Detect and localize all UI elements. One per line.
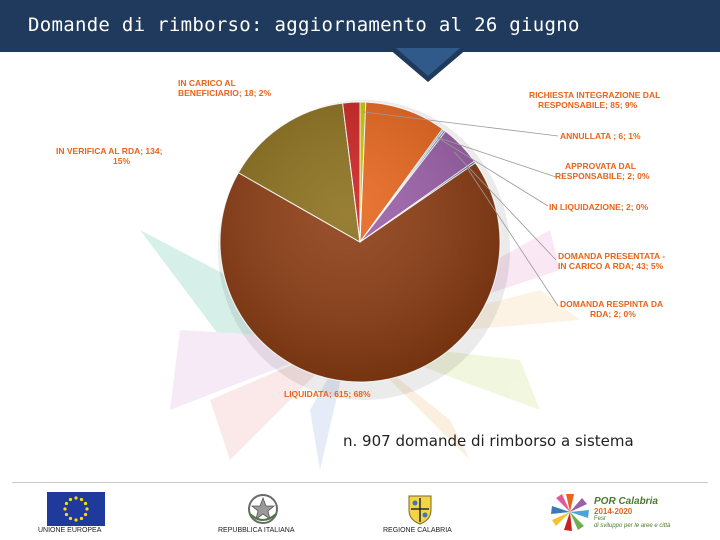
calabria-crest-icon	[408, 495, 432, 525]
leader-line	[438, 138, 549, 207]
label-line: ANNULLATA ; 6; 1%	[560, 131, 641, 141]
por-name: POR Calabria	[594, 496, 658, 507]
label-line: DOMANDA PRESENTATA -	[558, 251, 666, 261]
por-line2: di sviluppo per le aree e città	[594, 523, 671, 529]
label-in-verifica: IN VERIFICA AL RDA; 134; 15%	[56, 146, 162, 166]
eu-star	[64, 501, 69, 506]
eu-star	[79, 497, 84, 502]
italian-republic-caption: REPUBBLICA ITALIANA	[218, 527, 295, 534]
title-bar: Domande di rimborso: aggiornamento al 26…	[0, 0, 720, 52]
footer-divider	[12, 482, 708, 483]
italian-emblem-icon	[248, 494, 278, 524]
eu-star	[74, 496, 78, 500]
label-approvata: APPROVATA DAL RESPONSABILE; 2; 0%	[555, 161, 649, 181]
label-annullata: ANNULLATA ; 6; 1%	[560, 131, 641, 141]
label-in-liquidazione: IN LIQUIDAZIONE; 2; 0%	[549, 202, 648, 212]
eu-star	[83, 501, 88, 506]
label-line: RESPONSABILE; 85; 9%	[538, 100, 638, 110]
leader-line	[437, 136, 557, 178]
label-line: RICHIESTA INTEGRAZIONE DAL	[529, 90, 661, 100]
label-line: LIQUIDATA; 615; 68%	[284, 389, 371, 399]
eu-star	[68, 516, 73, 521]
label-liquidata: LIQUIDATA; 615; 68%	[284, 389, 371, 399]
leader-line	[466, 167, 559, 307]
calabria-caption: REGIONE CALABRIA	[383, 527, 452, 534]
header-notch-decoration	[388, 48, 468, 82]
label-line: IN VERIFICA AL RDA; 134;	[56, 146, 163, 156]
por-line1: Fesr	[594, 516, 606, 522]
label-in-carico-beneficiario: IN CARICO AL BENEFICIARIO; 18; 2%	[178, 78, 271, 98]
label-domanda-presentata: DOMANDA PRESENTATA - IN CARICO A RDA; 43…	[558, 251, 665, 271]
total-summary: n. 907 domande di rimborso a sistema	[343, 432, 634, 450]
label-line: 15%	[113, 156, 131, 166]
label-line: IN LIQUIDAZIONE; 2; 0%	[549, 202, 649, 212]
label-line: BENEFICIARIO; 18; 2%	[178, 88, 272, 98]
label-domanda-respinta: DOMANDA RESPINTA DA RDA; 2; 0%	[560, 299, 663, 319]
label-line: DOMANDA RESPINTA DA	[560, 299, 664, 309]
leader-lines	[362, 111, 559, 307]
eu-star	[79, 516, 84, 521]
eu-star	[83, 512, 88, 517]
eu-caption: UNIONE EUROPEA	[38, 527, 102, 534]
label-richiesta-integrazione: RICHIESTA INTEGRAZIONE DAL RESPONSABILE;…	[529, 90, 660, 110]
eu-star	[63, 507, 67, 511]
label-line: RDA; 2; 0%	[590, 309, 636, 319]
eu-star	[85, 507, 89, 511]
por-years: 2014-2020	[594, 507, 633, 516]
label-line: IN CARICO AL	[178, 78, 236, 88]
eu-star	[68, 497, 73, 502]
label-line: RESPONSABILE; 2; 0%	[555, 171, 650, 181]
label-line: IN CARICO A RDA; 43; 5%	[558, 261, 664, 271]
label-line: APPROVATA DAL	[565, 161, 636, 171]
page-title: Domande di rimborso: aggiornamento al 26…	[28, 14, 580, 36]
por-calabria-logo-icon	[551, 494, 589, 531]
eu-star	[74, 518, 78, 522]
leader-line	[453, 151, 557, 261]
eu-star	[64, 512, 69, 517]
eu-flag-icon	[47, 492, 105, 526]
leader-line	[362, 111, 559, 137]
